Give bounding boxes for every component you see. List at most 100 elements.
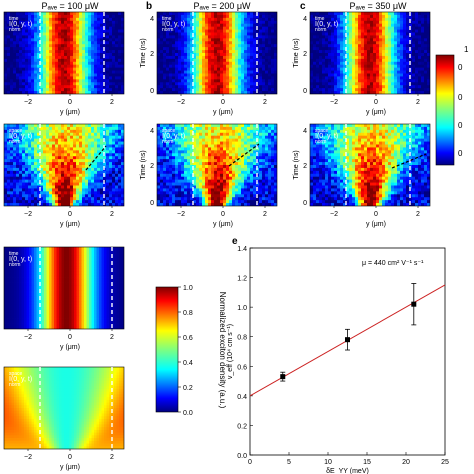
heatmap-cell	[76, 58, 80, 63]
heatmap-cell	[259, 79, 263, 83]
heatmap-cell	[196, 79, 200, 83]
heatmap-cell	[103, 147, 107, 151]
heatmap-cell	[34, 197, 38, 201]
heatmap-cell	[49, 91, 53, 94]
heatmap-cell	[19, 53, 23, 57]
heatmap-cell	[388, 79, 392, 83]
heatmap-cell	[196, 144, 200, 148]
heatmap-cell	[61, 12, 65, 16]
heatmap-cell	[328, 67, 332, 71]
heatmap-cell	[178, 29, 182, 33]
heatmap-cell	[271, 50, 275, 54]
heatmap-cell	[76, 55, 80, 60]
heatmap-cell	[67, 12, 71, 16]
heatmap-cell	[409, 79, 413, 83]
heatmap-cell	[397, 76, 401, 80]
heatmap-cell	[220, 88, 224, 92]
heatmap-cell	[58, 132, 62, 137]
heatmap-cell	[268, 58, 272, 63]
heatmap-cell	[256, 147, 260, 151]
heatmap-cell	[352, 47, 356, 51]
heatmap-cell	[217, 29, 221, 33]
heatmap-cell	[19, 14, 23, 19]
heatmap-cell	[115, 79, 119, 83]
heatmap-cell	[346, 47, 350, 51]
heatmap-cell	[244, 129, 248, 134]
heatmap-cell	[322, 67, 326, 71]
heatmap-cell	[259, 47, 263, 51]
heatmap-cell	[196, 38, 200, 42]
heatmap-cell	[427, 50, 430, 54]
heatmap-cell	[121, 194, 124, 198]
heatmap-cell	[268, 47, 272, 51]
heatmap-cell	[316, 64, 320, 69]
heatmap-cell	[274, 76, 277, 80]
heatmap-cell	[208, 47, 212, 51]
heatmap-cell	[247, 50, 251, 54]
heatmap-cell	[58, 85, 62, 89]
heatmap-cell	[391, 35, 395, 39]
heatmap-cell	[121, 156, 124, 160]
heatmap-cell	[343, 35, 347, 39]
heatmap-cell	[22, 176, 26, 181]
heatmap-cell	[109, 124, 113, 128]
heatmap-cell	[415, 20, 419, 25]
heatmap-cell	[364, 58, 368, 63]
heatmap-cell	[364, 61, 368, 66]
heatmap-cell	[409, 50, 413, 54]
heatmap-cell	[73, 141, 77, 145]
heatmap-cell	[10, 41, 14, 45]
heatmap-cell	[13, 85, 17, 89]
heatmap-cell	[16, 176, 20, 181]
heatmap-cell	[166, 38, 170, 42]
heatmap-cell	[364, 29, 368, 33]
heatmap-cell	[367, 41, 371, 45]
heatmap-cell	[316, 20, 320, 25]
heatmap-cell	[40, 176, 44, 181]
heatmap-cell	[274, 135, 277, 140]
heatmap-cell	[181, 73, 185, 77]
heatmap-cell	[211, 38, 215, 42]
heatmap-cell	[85, 53, 89, 57]
heatmap-cell	[157, 132, 161, 137]
heatmap-cell	[34, 82, 38, 86]
heatmap-cell	[94, 185, 98, 189]
heatmap-cell	[34, 61, 38, 66]
heatmap-cell	[388, 50, 392, 54]
heatmap-cell	[409, 44, 413, 48]
heatmap-cell	[121, 203, 124, 206]
heatmap-cell	[376, 23, 380, 28]
heatmap-cell	[226, 26, 230, 30]
heatmap-cell	[388, 32, 392, 36]
heatmap-cell	[46, 173, 50, 178]
heatmap-cell	[79, 88, 83, 92]
heatmap-cell	[94, 23, 98, 28]
heatmap-cell	[31, 124, 35, 128]
heatmap-cell	[19, 203, 23, 206]
heatmap-cell	[19, 170, 23, 175]
heatmap-cell	[370, 53, 374, 57]
heatmap-cell	[262, 14, 266, 19]
heatmap-cell	[82, 32, 86, 36]
heatmap-cell	[400, 73, 404, 77]
heatmap-cell	[40, 76, 44, 80]
heatmap-cell	[343, 14, 347, 19]
heatmap-cell	[364, 91, 368, 94]
heatmap-cell	[85, 165, 89, 169]
heatmap-cell	[49, 35, 53, 39]
heatmap-cell	[4, 55, 8, 60]
heatmap-cell	[7, 20, 11, 25]
heatmap-cell	[55, 150, 59, 154]
heatmap-cell	[40, 38, 44, 42]
heatmap-cell	[40, 44, 44, 48]
heatmap-cell	[16, 173, 20, 178]
heatmap-cell	[22, 82, 26, 86]
heatmap-cell	[274, 124, 277, 128]
heatmap-cell	[40, 26, 44, 30]
heatmap-cell	[85, 144, 89, 148]
heatmap-cell	[259, 76, 263, 80]
heatmap-cell	[37, 135, 41, 140]
heatmap-cell	[16, 26, 20, 30]
heatmap-cell	[268, 29, 272, 33]
heatmap-cell	[43, 55, 47, 60]
